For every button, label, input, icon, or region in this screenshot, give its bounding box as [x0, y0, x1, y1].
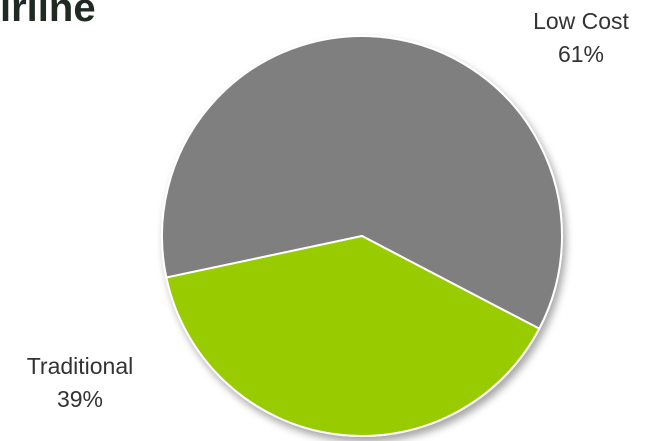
- slice-label-low-cost-value: 61%: [558, 41, 604, 67]
- pie-slice-traditional: [165, 234, 541, 437]
- slice-label-traditional-value: 39%: [57, 386, 103, 412]
- pie-slices: [161, 35, 563, 437]
- slice-label-low-cost-name: Low Cost: [533, 8, 629, 34]
- slice-label-traditional-name: Traditional: [27, 353, 134, 379]
- pie-slice-low-cost: [161, 35, 563, 331]
- chart-title: irline: [0, 0, 96, 30]
